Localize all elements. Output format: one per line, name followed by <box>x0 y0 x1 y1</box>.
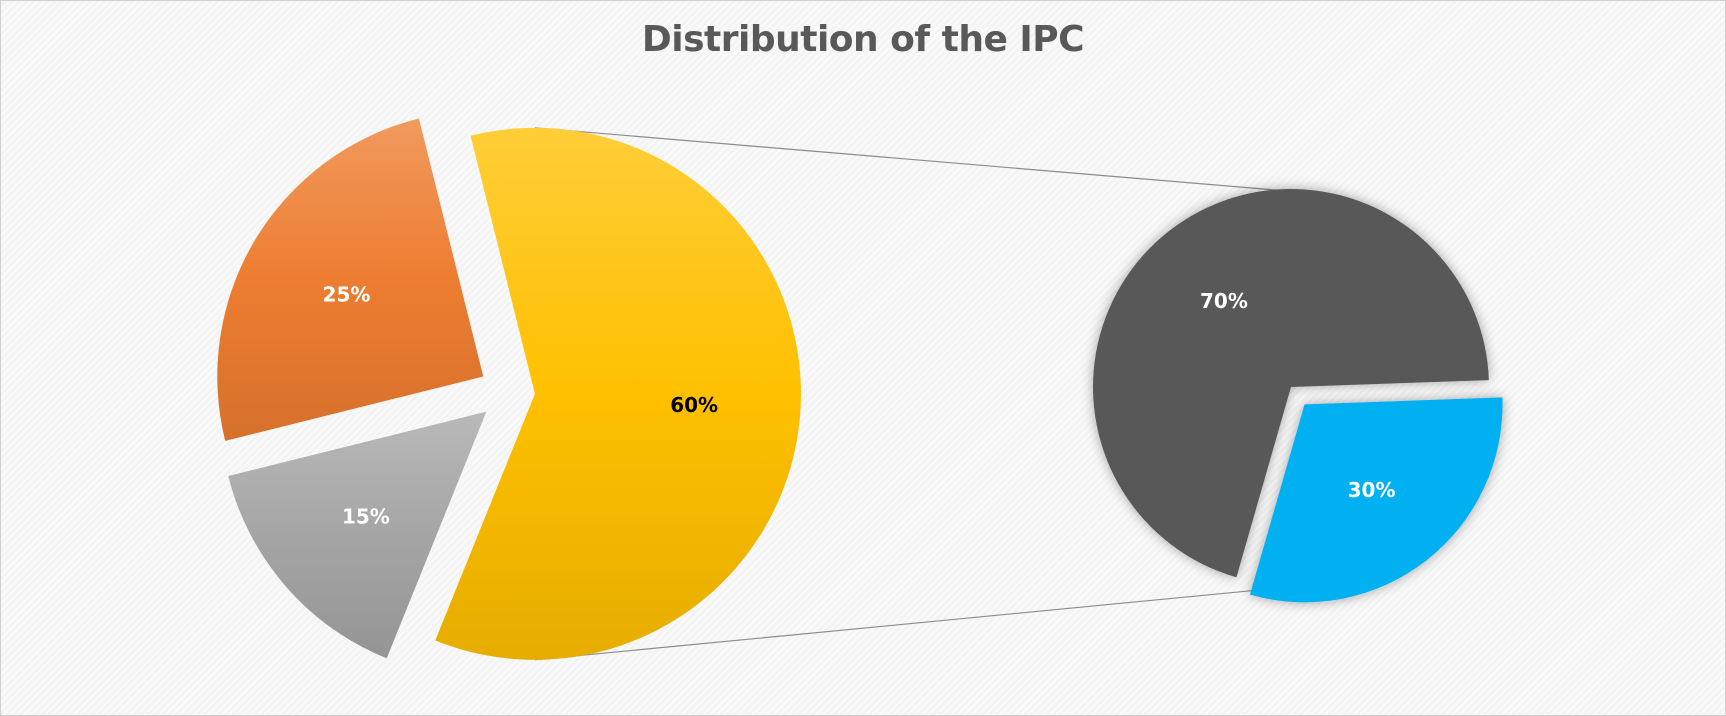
secondary-pie: 30% 70% <box>1093 189 1503 603</box>
secondary-slice-70 <box>1093 189 1489 578</box>
primary-slice-15 <box>228 411 487 659</box>
secondary-slice-label-70: 70% <box>1200 289 1248 313</box>
secondary-slice-30 <box>1249 397 1503 603</box>
primary-slice-60 <box>435 127 801 660</box>
connector-line-bottom <box>534 586 1291 661</box>
chart-title: Distribution of the IPC <box>641 19 1085 60</box>
connector-line-top <box>534 127 1288 192</box>
primary-slice-label-25: 25% <box>323 282 371 306</box>
primary-slice-25 <box>217 118 484 441</box>
connector-lines <box>534 127 1291 661</box>
primary-slice-label-15: 15% <box>342 504 390 528</box>
secondary-slice-label-30: 30% <box>1348 478 1396 502</box>
primary-pie: 60% 15% 25% <box>217 118 801 660</box>
primary-slice-label-60: 60% <box>670 393 718 417</box>
